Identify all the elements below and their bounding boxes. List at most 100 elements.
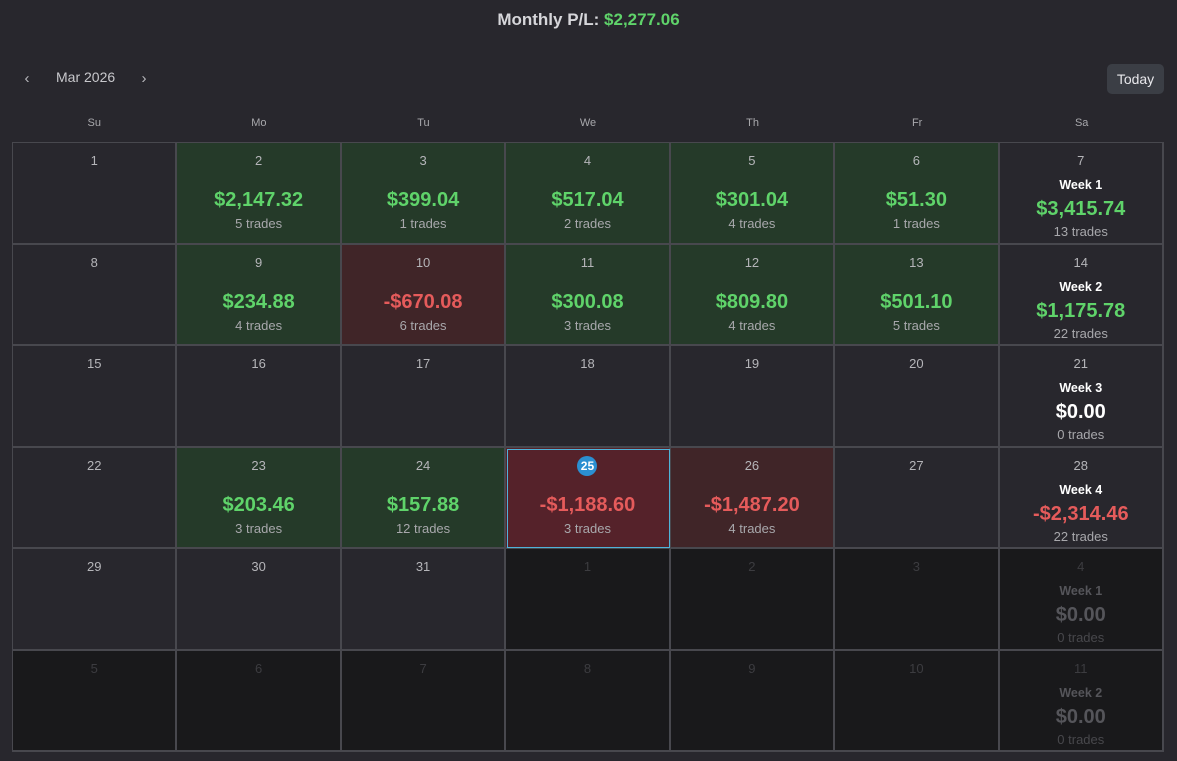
weekday-label: Mo bbox=[251, 117, 267, 129]
day-trade-count: 1 trades bbox=[399, 216, 447, 231]
weekday-label: Sa bbox=[1074, 117, 1089, 129]
day-cell[interactable]: 6 $51.30 1 trades bbox=[835, 143, 1000, 245]
week-trade-count: 22 trades bbox=[1053, 528, 1108, 544]
day-pl-amount: -$1,188.60 bbox=[539, 493, 636, 516]
monthly-pl-value: $2,277.06 bbox=[604, 10, 680, 29]
next-month-chevron-icon[interactable]: › bbox=[141, 70, 147, 87]
day-number: 26 bbox=[744, 457, 760, 473]
week-label: Week 4 bbox=[1059, 482, 1103, 497]
day-number: 15 bbox=[86, 356, 102, 371]
day-number: 1 bbox=[583, 559, 592, 574]
week-summary-cell[interactable]: 7 Week 1 $3,415.74 13 trades bbox=[999, 143, 1164, 245]
day-cell[interactable]: 9 $234.88 4 trades bbox=[177, 244, 342, 346]
day-cell[interactable]: 3 $399.04 1 trades bbox=[341, 143, 507, 245]
day-cell[interactable]: 13 $501.10 5 trades bbox=[835, 244, 1000, 346]
day-number: 16 bbox=[251, 356, 266, 371]
calendar-grid: 1 2 $2,147.32 5 trades 3 $399.04 1 trades 4 $517… bbox=[12, 142, 1164, 752]
week-summary-cell[interactable]: 21 Week 3 $0.00 0 trades bbox=[999, 346, 1164, 448]
day-cell[interactable]: 16 bbox=[177, 346, 342, 448]
weekday-label: Th bbox=[746, 117, 759, 129]
day-number: 30 bbox=[251, 559, 266, 574]
day-number: 2 bbox=[748, 559, 756, 574]
day-cell[interactable]: 20 bbox=[835, 346, 1000, 448]
week-summary-cell[interactable]: 4 Week 1 $0.00 0 trades bbox=[999, 549, 1164, 651]
day-pl-amount: -$1,487.20 bbox=[704, 493, 800, 516]
day-cell[interactable]: 23 $203.46 3 trades bbox=[177, 447, 342, 549]
day-cell[interactable]: 19 bbox=[670, 346, 836, 448]
day-cell[interactable]: 5 bbox=[13, 650, 178, 752]
day-number: 29 bbox=[86, 559, 102, 574]
day-cell[interactable]: 6 bbox=[177, 650, 342, 752]
day-number: 20 bbox=[909, 356, 924, 371]
day-cell[interactable]: 10 bbox=[835, 650, 1000, 752]
week-pl-amount: -$2,314.46 bbox=[1032, 502, 1129, 525]
day-trade-count: 2 trades bbox=[564, 216, 611, 231]
day-cell[interactable]: 29 bbox=[13, 549, 178, 651]
weekday-label: Su bbox=[87, 117, 102, 129]
day-cell[interactable]: 8 bbox=[506, 650, 671, 752]
week-trade-count: 0 trades bbox=[1057, 731, 1105, 747]
day-cell[interactable]: 26 -$1,487.20 4 trades bbox=[670, 447, 836, 549]
day-number: 5 bbox=[90, 660, 98, 676]
day-trade-count: 4 trades bbox=[728, 216, 776, 231]
day-cell[interactable]: 7 bbox=[341, 650, 507, 752]
day-number: 28 bbox=[1073, 457, 1089, 473]
day-cell[interactable]: 4 $517.04 2 trades bbox=[506, 143, 671, 245]
day-cell[interactable]: 30 bbox=[177, 549, 342, 651]
week-label: Week 1 bbox=[1059, 178, 1103, 192]
day-pl-amount: $399.04 bbox=[386, 189, 460, 211]
week-summary-cell[interactable]: 28 Week 4 -$2,314.46 22 trades bbox=[999, 447, 1164, 549]
day-number: 18 bbox=[580, 356, 595, 371]
day-pl-amount: $300.08 bbox=[551, 290, 624, 313]
day-number: 22 bbox=[86, 457, 102, 473]
day-trade-count: 3 trades bbox=[564, 317, 611, 333]
week-label: Week 2 bbox=[1059, 685, 1103, 700]
day-trade-count: 1 trades bbox=[892, 216, 940, 231]
today-button[interactable]: Today bbox=[1107, 64, 1164, 94]
day-cell[interactable]: 15 bbox=[13, 346, 178, 448]
weekday-label: We bbox=[579, 117, 597, 129]
day-pl-amount: $809.80 bbox=[715, 290, 789, 313]
monthly-pl-label: Monthly P/L: bbox=[497, 10, 600, 29]
day-cell[interactable]: 8 bbox=[13, 244, 178, 346]
day-trade-count: 3 trades bbox=[564, 520, 611, 536]
day-number: 6 bbox=[912, 153, 920, 168]
day-number: 24 bbox=[415, 457, 431, 473]
day-cell[interactable]: 2 $2,147.32 5 trades bbox=[177, 143, 342, 245]
day-pl-amount: $203.46 bbox=[222, 493, 295, 516]
day-cell[interactable]: 27 bbox=[835, 447, 1000, 549]
week-pl-amount: $1,175.78 bbox=[1036, 299, 1126, 322]
monthly-pl-header: Monthly P/L: $2,277.06 bbox=[0, 0, 1177, 40]
day-cell[interactable]: 5 $301.04 4 trades bbox=[670, 143, 836, 245]
week-label: Week 2 bbox=[1059, 279, 1103, 294]
day-cell[interactable]: 9 bbox=[670, 650, 836, 752]
day-trade-count: 4 trades bbox=[728, 317, 776, 333]
week-trade-count: 13 trades bbox=[1053, 224, 1108, 239]
day-cell[interactable]: 2 bbox=[670, 549, 836, 651]
day-number: 9 bbox=[748, 660, 756, 676]
day-cell[interactable]: 12 $809.80 4 trades bbox=[670, 244, 836, 346]
day-number: 3 bbox=[419, 153, 427, 168]
day-cell[interactable]: 10 -$670.08 6 trades bbox=[341, 244, 507, 346]
day-cell[interactable]: 31 bbox=[341, 549, 507, 651]
day-number: 9 bbox=[255, 254, 263, 270]
day-cell[interactable]: 18 bbox=[506, 346, 671, 448]
weekday-header-row: Su Mo Tu We Th Fr Sa bbox=[12, 112, 1164, 134]
day-cell[interactable]: 1 bbox=[506, 549, 671, 651]
week-label: Week 3 bbox=[1059, 381, 1103, 395]
day-cell[interactable]: 1 bbox=[13, 143, 178, 245]
previous-month-chevron-icon[interactable]: ‹ bbox=[24, 70, 30, 87]
day-number: 10 bbox=[909, 660, 924, 676]
week-summary-cell[interactable]: 14 Week 2 $1,175.78 22 trades bbox=[999, 244, 1164, 346]
day-trade-count: 3 trades bbox=[235, 520, 283, 536]
day-cell[interactable]: 22 bbox=[13, 447, 178, 549]
day-cell[interactable]: 3 bbox=[835, 549, 1000, 651]
day-cell[interactable]: 11 $300.08 3 trades bbox=[506, 244, 671, 346]
day-cell[interactable]: 24 $157.88 12 trades bbox=[341, 447, 507, 549]
week-summary-cell[interactable]: 11 Week 2 $0.00 0 trades bbox=[999, 650, 1164, 752]
day-number: 8 bbox=[583, 660, 592, 676]
day-cell[interactable]: 17 bbox=[341, 346, 507, 448]
day-cell-today[interactable]: 25 -$1,188.60 3 trades bbox=[506, 447, 671, 549]
day-pl-amount: $517.04 bbox=[551, 189, 624, 211]
day-number: 6 bbox=[255, 660, 263, 676]
